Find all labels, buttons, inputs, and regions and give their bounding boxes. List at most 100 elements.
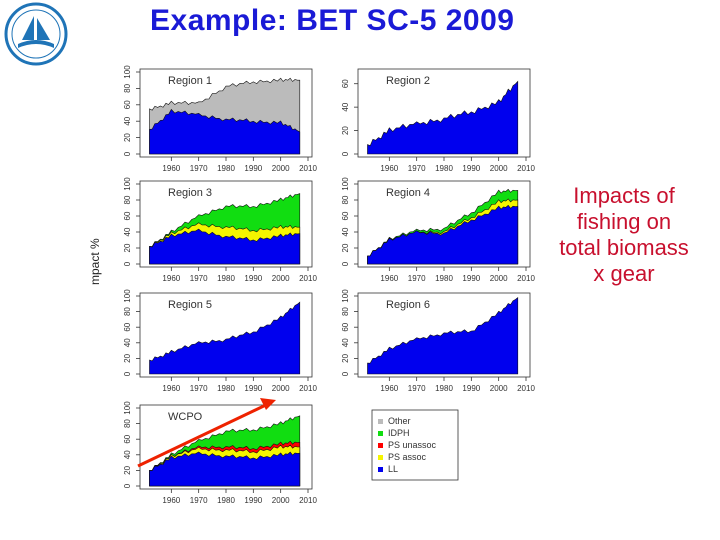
area-series-ll	[149, 301, 301, 375]
chart-panel: Region 1 1960 1970 1980 1990 2000 2010 0 20 40 60 8…	[123, 65, 317, 173]
y-tick-label: 80	[123, 195, 132, 204]
panel-title: Region 6	[386, 299, 430, 311]
area-series-ll	[149, 451, 301, 487]
trend-arrow-head-icon	[260, 398, 276, 410]
x-tick-label: 2000	[272, 384, 290, 393]
x-tick-label: 1960	[162, 384, 180, 393]
y-tick-label: 0	[123, 483, 132, 488]
y-tick-label: 40	[123, 227, 132, 236]
organization-logo-icon	[4, 2, 68, 66]
side-note: Impacts of fishing on total biomass x ge…	[534, 183, 714, 287]
x-tick-label: 1990	[244, 164, 262, 173]
x-tick-label: 2010	[299, 164, 317, 173]
x-tick-label: 1990	[244, 384, 262, 393]
x-tick-label: 2000	[490, 274, 508, 283]
area-series-ll	[367, 80, 519, 155]
area-series-ll	[149, 228, 301, 265]
y-tick-label: 20	[123, 133, 132, 142]
legend-label: IDPH	[388, 428, 410, 438]
legend-swatch	[378, 419, 383, 424]
x-tick-label: 1960	[380, 274, 398, 283]
y-tick-label: 80	[341, 307, 350, 316]
y-tick-label: 20	[341, 353, 350, 362]
y-tick-label: 80	[123, 419, 132, 428]
x-tick-label: 2010	[299, 384, 317, 393]
x-tick-label: 1960	[380, 164, 398, 173]
slide-title: Example: BET SC-5 2009	[150, 4, 515, 37]
legend-label: PS unassoc	[388, 440, 437, 450]
y-tick-label: 40	[341, 227, 350, 236]
x-tick-label: 2010	[517, 164, 535, 173]
x-tick-label: 2000	[490, 164, 508, 173]
y-tick-label: 100	[341, 289, 350, 303]
x-tick-label: 2000	[272, 496, 290, 505]
x-tick-label: 2010	[299, 496, 317, 505]
x-tick-label: 1960	[162, 496, 180, 505]
y-tick-label: 100	[123, 65, 132, 79]
y-tick-label: 20	[123, 465, 132, 474]
y-tick-label: 20	[341, 126, 350, 135]
area-series-ll	[367, 296, 519, 375]
chart-panel: WCPO 1960 1970 1980 1990 2000 2010 0 20 40 60 80 100	[123, 401, 317, 505]
y-tick-label: 100	[341, 177, 350, 191]
y-tick-label: 80	[123, 307, 132, 316]
x-tick-label: 1970	[190, 164, 208, 173]
x-tick-label: 1960	[162, 274, 180, 283]
y-tick-label: 60	[341, 211, 350, 220]
y-tick-label: 60	[341, 322, 350, 331]
x-tick-label: 1970	[190, 384, 208, 393]
side-note-line: Impacts of	[573, 183, 675, 208]
area-series-ll	[149, 108, 301, 155]
y-tick-label: 100	[123, 401, 132, 415]
side-note-line: total biomass	[559, 235, 689, 260]
panel-title: Region 3	[168, 187, 212, 199]
legend-box	[371, 409, 459, 481]
chart-panel: Region 3 1960 1970 1980 1990 2000 2010 0 20 40 60 8…	[123, 177, 317, 283]
legend-label: LL	[388, 464, 398, 474]
y-tick-label: 40	[123, 116, 132, 125]
y-tick-label: 20	[123, 243, 132, 252]
y-tick-label: 40	[123, 450, 132, 459]
y-tick-label: 0	[341, 151, 350, 156]
x-tick-label: 2000	[272, 164, 290, 173]
legend-swatch	[378, 431, 383, 436]
panel-title: Region 4	[386, 187, 430, 199]
panel-title: Region 5	[168, 299, 212, 311]
area-series-ll	[367, 204, 519, 265]
x-tick-label: 1990	[244, 274, 262, 283]
trend-arrow	[137, 402, 269, 468]
x-tick-label: 1970	[190, 496, 208, 505]
y-tick-label: 20	[123, 353, 132, 362]
x-tick-label: 1970	[408, 384, 426, 393]
y-tick-label: 100	[123, 289, 132, 303]
x-tick-label: 1980	[217, 274, 235, 283]
x-tick-label: 1990	[462, 384, 480, 393]
y-tick-label: 60	[123, 211, 132, 220]
legend: Other IDPH PS unassoc PS assoc LL	[371, 409, 459, 481]
panel-title: Region 2	[386, 75, 430, 87]
chart-panel: Region 2 1960 1970 1980 1990 2000 2010 0 20 40 60	[341, 68, 535, 173]
x-tick-label: 1980	[217, 496, 235, 505]
chart-panel: Region 5 1960 1970 1980 1990 2000 2010 0 20 40 60 8…	[123, 289, 317, 393]
x-tick-label: 1990	[462, 164, 480, 173]
panel-title: Region 1	[168, 75, 212, 87]
y-tick-label: 40	[341, 338, 350, 347]
x-tick-label: 2000	[490, 384, 508, 393]
legend-swatch	[378, 467, 383, 472]
x-tick-label: 1980	[217, 384, 235, 393]
x-tick-label: 1960	[380, 384, 398, 393]
x-tick-label: 2010	[517, 274, 535, 283]
chart-panel: Region 4 1960 1970 1980 1990 2000 2010 0 20 40 60 8…	[341, 177, 535, 283]
x-tick-label: 2010	[299, 274, 317, 283]
panel-title: WCPO	[168, 411, 203, 423]
x-tick-label: 2010	[517, 384, 535, 393]
x-tick-label: 1970	[408, 164, 426, 173]
y-tick-label: 80	[341, 195, 350, 204]
x-tick-label: 1980	[217, 164, 235, 173]
y-tick-label: 60	[123, 100, 132, 109]
y-tick-label: 0	[123, 261, 132, 266]
y-tick-label: 40	[341, 102, 350, 111]
y-tick-label: 60	[123, 434, 132, 443]
y-tick-label: 60	[123, 322, 132, 331]
